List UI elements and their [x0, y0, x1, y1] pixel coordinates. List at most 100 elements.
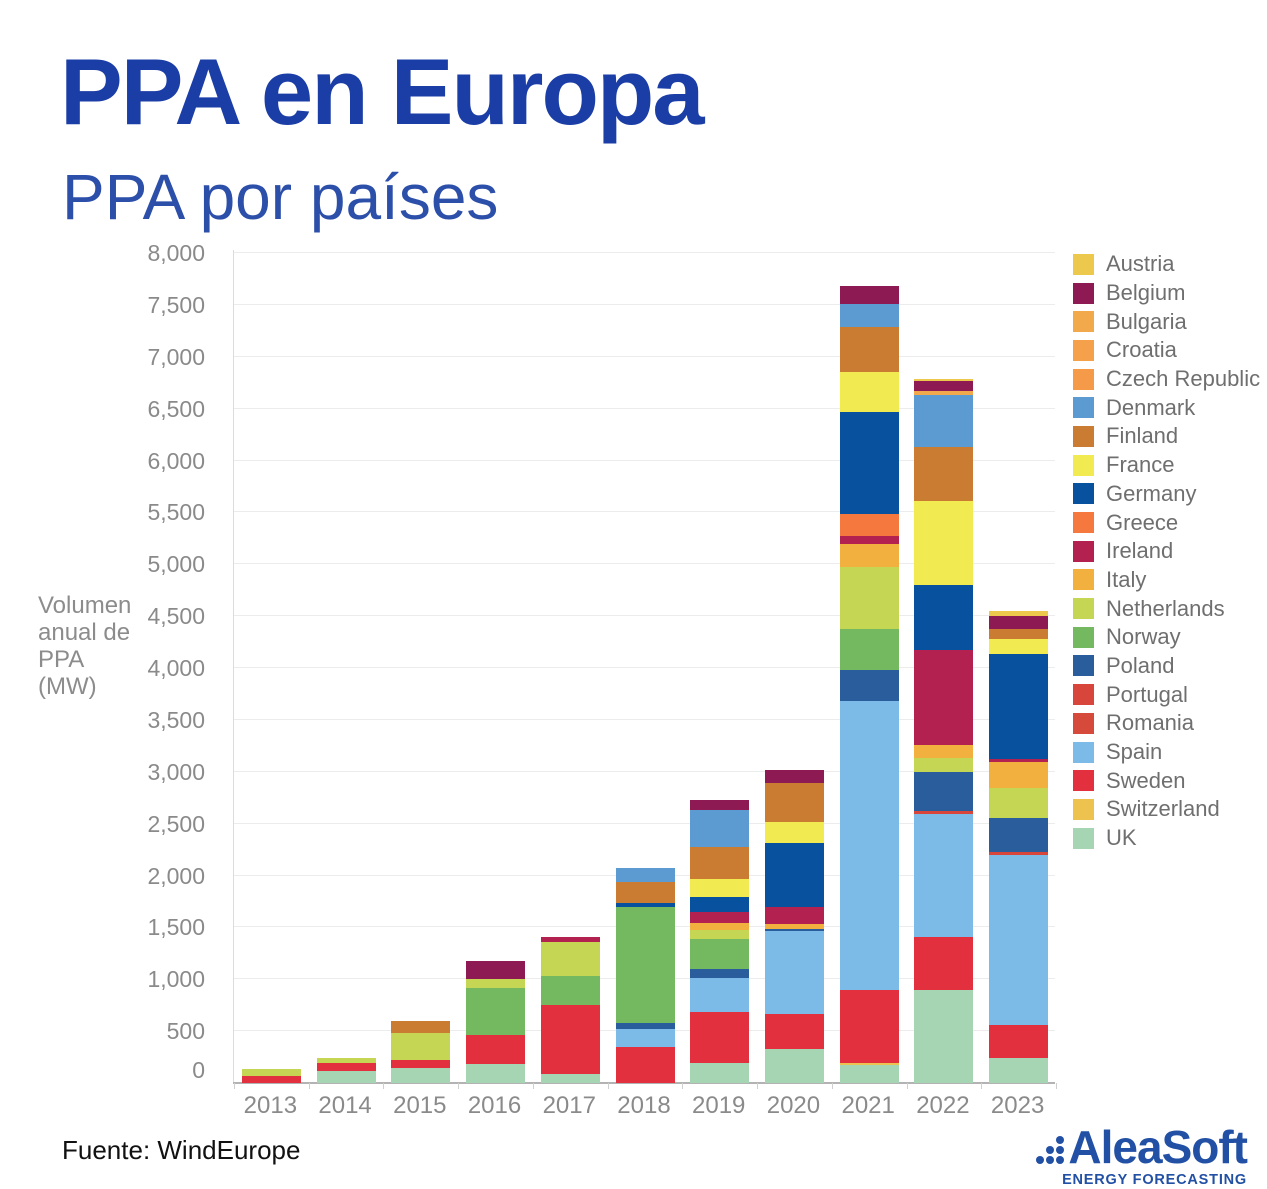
- bar-segment-2019-uk: [690, 1063, 750, 1083]
- bar-segment-2023-belgium: [989, 616, 1049, 629]
- x-axis-tick: [308, 1083, 310, 1089]
- y-tick-label: 7,000: [147, 343, 205, 370]
- y-tick-label: 6,000: [147, 447, 205, 474]
- y-axis-title-line: PPA: [38, 646, 85, 673]
- gridline: [234, 511, 1055, 513]
- x-tick-label: 2013: [243, 1092, 298, 1119]
- x-tick-label: 2017: [542, 1092, 596, 1119]
- bar-segment-2022-spain: [914, 813, 974, 938]
- bar-segment-2021-belgium: [839, 285, 899, 304]
- gridline: [234, 718, 1055, 720]
- bar-segment-2019-italy: [690, 923, 750, 930]
- legend-label: Croatia: [1106, 337, 1177, 363]
- y-tick-label: 1,000: [147, 966, 205, 993]
- bar-segment-2018-denmark: [615, 868, 675, 882]
- x-axis-line: [233, 1082, 1055, 1084]
- bar-segment-2015-netherlands: [391, 1033, 451, 1060]
- bar-segment-2021-finland: [839, 326, 899, 373]
- x-axis-tick: [234, 1083, 235, 1089]
- bar-segment-2022-bulgaria: [914, 391, 974, 396]
- legend-swatch: [1073, 512, 1094, 534]
- gridline: [234, 252, 1055, 254]
- bar-segment-2019-france: [690, 879, 750, 898]
- bar-segment-2023-uk: [989, 1058, 1049, 1083]
- legend-label: Ireland: [1106, 538, 1174, 564]
- bar-segment-2018-finland: [615, 881, 675, 903]
- legend-label: Sweden: [1106, 767, 1186, 793]
- legend-swatch: [1073, 626, 1094, 648]
- legend-swatch: [1073, 655, 1094, 677]
- bar-segment-2020-sweden: [764, 1013, 824, 1050]
- bar-segment-2021-switzerland: [839, 1062, 899, 1065]
- legend-swatch: [1073, 253, 1094, 275]
- legend-label: France: [1106, 452, 1175, 478]
- legend-item: France: [1073, 451, 1260, 480]
- x-axis-tick: [981, 1083, 983, 1089]
- bar-segment-2021-germany: [839, 411, 899, 515]
- y-tick-label: 1,500: [147, 914, 205, 941]
- bar-segment-2020-ireland: [764, 906, 824, 924]
- bar-segment-2019-germany: [690, 897, 750, 912]
- x-axis-tick: [757, 1083, 759, 1089]
- bar-segment-2015-finland: [391, 1020, 451, 1034]
- legend-label: Netherlands: [1106, 595, 1225, 621]
- bar-segment-2016-sweden: [466, 1034, 526, 1064]
- y-tick-label: 2,500: [147, 810, 205, 837]
- legend-item: Switzerland: [1073, 795, 1260, 824]
- bar-segment-2020-italy: [764, 923, 824, 929]
- legend-swatch: [1073, 569, 1094, 591]
- x-tick-label: 2023: [990, 1092, 1045, 1119]
- legend-item: Belgium: [1073, 279, 1260, 308]
- y-tick-label: 8,000: [147, 240, 205, 267]
- bar-segment-2023-sweden: [989, 1024, 1049, 1059]
- legend-item: UK: [1073, 824, 1260, 853]
- legend-label: Italy: [1106, 566, 1147, 592]
- x-axis-tick: [532, 1083, 534, 1089]
- bar-segment-2017-uk: [540, 1073, 600, 1083]
- bar-segment-2021-france: [839, 372, 899, 412]
- bar-segment-2014-netherlands: [316, 1058, 376, 1064]
- x-tick-label: 2014: [318, 1092, 372, 1119]
- legend-item: Bulgaria: [1073, 307, 1260, 336]
- bar-segment-2022-germany: [914, 585, 974, 650]
- bar-segment-2016-netherlands: [466, 979, 526, 989]
- bar-segment-2020-finland: [764, 782, 824, 822]
- legend-item: Austria: [1073, 250, 1260, 279]
- legend-label: Finland: [1106, 423, 1179, 449]
- bar-segment-2014-sweden: [316, 1063, 376, 1072]
- y-tick-label: 4,000: [147, 655, 205, 682]
- legend-swatch: [1073, 397, 1094, 419]
- legend-swatch: [1073, 770, 1094, 792]
- bar-segment-2019-denmark: [690, 810, 750, 848]
- legend-item: Italy: [1073, 566, 1260, 595]
- legend-swatch: [1073, 712, 1094, 734]
- x-axis-tick: [906, 1083, 908, 1089]
- legend-item: Denmark: [1073, 393, 1260, 422]
- x-axis-tick: [458, 1083, 460, 1089]
- bar-segment-2018-norway: [615, 906, 675, 1023]
- bar-segment-2017-ireland: [540, 936, 600, 942]
- x-tick-label: 2021: [841, 1092, 895, 1119]
- y-axis-title-line: Volumen: [38, 592, 132, 619]
- legend-item: Croatia: [1073, 336, 1260, 365]
- y-axis-title: Volumen anual de PPA (MW): [38, 592, 178, 700]
- bar-segment-2018-germany: [615, 902, 675, 907]
- legend-swatch: [1073, 684, 1094, 706]
- y-tick-label: 4,500: [147, 603, 205, 630]
- legend-swatch: [1073, 425, 1094, 447]
- gridline: [234, 822, 1055, 824]
- legend-swatch: [1073, 311, 1094, 333]
- y-tick-label: 3,000: [147, 758, 205, 785]
- logo-tagline: ENERGY FORECASTING: [1062, 1172, 1247, 1188]
- bar-segment-2021-italy: [839, 543, 899, 568]
- bar-segment-2015-sweden: [391, 1059, 451, 1068]
- legend-label: Belgium: [1106, 280, 1186, 306]
- legend-swatch: [1073, 827, 1094, 849]
- legend-item: Netherlands: [1073, 594, 1260, 623]
- bar-segment-2020-france: [764, 821, 824, 844]
- x-axis-tick: [682, 1083, 684, 1089]
- bar-segment-2022-uk: [914, 989, 974, 1083]
- bar-segment-2013-netherlands: [241, 1069, 301, 1076]
- legend-swatch: [1073, 282, 1094, 304]
- gridline: [234, 563, 1055, 565]
